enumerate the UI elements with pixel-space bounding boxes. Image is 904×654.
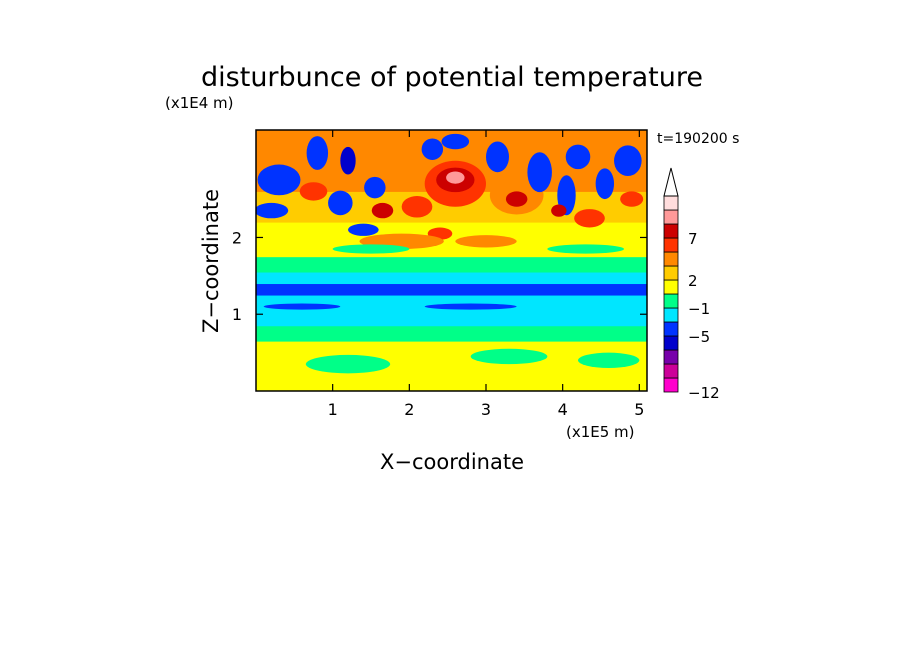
colorbar-swatch bbox=[663, 363, 679, 379]
heatmap-band bbox=[256, 375, 647, 391]
heatmap-cell bbox=[565, 144, 591, 170]
heatmap-band bbox=[256, 256, 647, 273]
heatmap-cell bbox=[257, 164, 301, 196]
y-unit-label: (x1E4 m) bbox=[165, 94, 234, 112]
heatmap-cell bbox=[299, 182, 328, 201]
heatmap-cell bbox=[446, 171, 465, 184]
x-tick-label: 3 bbox=[481, 400, 491, 419]
heatmap-band bbox=[256, 325, 647, 342]
heatmap-cell bbox=[256, 202, 289, 219]
heatmap-band bbox=[256, 272, 647, 285]
colorbar-swatch bbox=[663, 293, 679, 309]
heatmap-cell bbox=[371, 202, 394, 219]
colorbar-tick-label: −12 bbox=[688, 384, 720, 402]
y-axis-ticks: 12 bbox=[232, 228, 647, 324]
heatmap-cell bbox=[348, 223, 379, 236]
x-tick-label: 1 bbox=[328, 400, 338, 419]
colorbar-swatch bbox=[663, 307, 679, 323]
heatmap-cell bbox=[505, 191, 528, 207]
heatmap-cell bbox=[305, 354, 391, 374]
heatmap-cell bbox=[332, 244, 410, 254]
y-axis-label: Z−coordinate bbox=[199, 189, 223, 333]
chart-title: disturbunce of potential temperature bbox=[201, 62, 703, 93]
heatmap-cell bbox=[470, 348, 548, 365]
heatmap-cell bbox=[421, 138, 444, 160]
heatmap-cell bbox=[547, 244, 625, 254]
x-axis-ticks: 1 2 3 4 5 bbox=[328, 130, 644, 419]
x-tick-label: 4 bbox=[558, 400, 568, 419]
colorbar-tick-label: 7 bbox=[688, 230, 698, 248]
colorbar-swatch bbox=[663, 237, 679, 253]
colorbar-swatch bbox=[663, 279, 679, 295]
heatmap-band bbox=[256, 283, 647, 296]
heatmap-cell bbox=[595, 168, 615, 200]
x-tick-label: 2 bbox=[404, 400, 414, 419]
y-tick-label: 1 bbox=[232, 305, 242, 324]
colorbar-swatch bbox=[663, 209, 679, 225]
heatmap-cell bbox=[527, 152, 552, 193]
heatmap-features bbox=[256, 133, 644, 374]
heatmap-cell bbox=[574, 209, 605, 228]
heatmap-cell bbox=[424, 303, 517, 310]
colorbar-extend-arrow bbox=[663, 167, 679, 197]
colorbar-tick-label: −1 bbox=[688, 300, 710, 318]
heatmap-cell bbox=[614, 145, 642, 177]
x-axis-label: X−coordinate bbox=[380, 450, 524, 474]
heatmap-cell bbox=[401, 196, 433, 218]
heatmap-cell bbox=[620, 191, 644, 207]
heatmap-cell bbox=[364, 176, 386, 199]
x-tick-label: 5 bbox=[634, 400, 644, 419]
colorbar-swatch bbox=[663, 349, 679, 365]
heatmap-cell bbox=[441, 133, 470, 150]
heatmap-cell bbox=[306, 136, 329, 170]
heatmap-cell bbox=[328, 190, 353, 216]
time-label: t=190200 s bbox=[657, 131, 739, 147]
heatmap-band bbox=[256, 310, 647, 327]
colorbar-tick-label: 2 bbox=[688, 272, 698, 290]
colorbar-swatch bbox=[663, 321, 679, 337]
colorbar: −12−5−127 bbox=[663, 167, 720, 402]
heatmap-cell bbox=[486, 141, 509, 173]
colorbar-swatch bbox=[663, 251, 679, 267]
colorbar-swatch bbox=[663, 335, 679, 351]
y-tick-label: 2 bbox=[232, 228, 242, 247]
heatmap-field bbox=[256, 130, 647, 391]
heatmap-band bbox=[256, 295, 647, 311]
colorbar-swatch bbox=[663, 377, 679, 393]
colorbar-swatch bbox=[663, 223, 679, 239]
heatmap-cell bbox=[340, 146, 356, 175]
heatmap-cell bbox=[455, 235, 517, 248]
heatmap-cell bbox=[578, 352, 640, 368]
plot-frame bbox=[255, 129, 648, 392]
colorbar-swatch bbox=[663, 265, 679, 281]
colorbar-tick-label: −5 bbox=[688, 328, 710, 346]
colorbar-swatch bbox=[663, 195, 679, 211]
heatmap-cell bbox=[263, 303, 341, 310]
heatmap-cell bbox=[551, 204, 567, 217]
x-unit-label: (x1E5 m) bbox=[566, 423, 635, 441]
